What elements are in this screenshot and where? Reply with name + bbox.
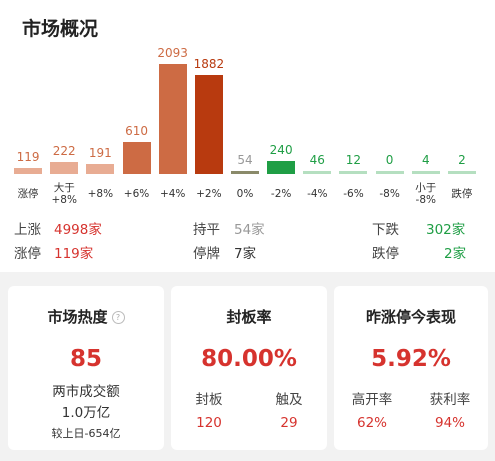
market-overview-panel: 市场概况 119 涨停 222 大于 +8% 191 +8% 610 +6% 2093 +4% 188… (0, 0, 495, 272)
bar-category-label: 0% (236, 188, 254, 200)
bar (194, 75, 223, 174)
bar (303, 171, 332, 174)
bar-column: 610 +6% (118, 38, 154, 210)
bar-category-label: +8% (87, 188, 114, 200)
sealed-label: 封板 (195, 392, 223, 408)
sealed-count: 120 (196, 415, 222, 431)
bar (375, 171, 404, 174)
bar-value-label: 610 (125, 123, 148, 138)
bar-value-label: 222 (52, 144, 76, 159)
high-open-label: 高开率 (351, 392, 393, 408)
bar-category-label: -4% (307, 188, 328, 200)
bar (447, 171, 476, 174)
help-icon[interactable]: ? (111, 311, 125, 324)
bar-category-label: 跌停 (451, 188, 473, 200)
bar-column: 222 大于 +8% (46, 38, 82, 210)
turnover-label: 两市成交额 (52, 384, 120, 400)
profit-rate: 94% (434, 415, 465, 431)
up-count: 4998家 (54, 222, 102, 238)
section-title: 市场概况 (22, 18, 99, 40)
bar-category-label: +6% (123, 188, 150, 200)
bar-column: 2093 +4% (155, 38, 191, 210)
bar-column: 191 +8% (82, 38, 118, 210)
distribution-bar-chart: 119 涨停 222 大于 +8% 191 +8% 610 +6% 2093 +4% 1882 +2% 5… (10, 38, 480, 210)
bar-category-label: -6% (343, 188, 364, 200)
bar-category-label: +2% (196, 188, 222, 200)
yesterday-title: 昨涨停今表现 (365, 308, 456, 326)
seal-rate-value: 80.00% (201, 346, 297, 372)
bar-value-label: 1882 (193, 57, 225, 72)
bar (86, 163, 115, 174)
bar-column: 12 -6% (335, 38, 371, 210)
touched-label: 触及 (275, 392, 303, 408)
turnover-change: 较上日-654亿 (51, 427, 121, 440)
seal-rate-title: 封板率 (226, 308, 272, 326)
bar-value-label: 191 (88, 145, 112, 160)
bar-column: 46 -4% (299, 38, 335, 210)
bar-category-label: 小于 -8% (415, 182, 437, 206)
suspended-label: 停牌 (193, 246, 220, 262)
bar (411, 171, 440, 174)
profit-label: 获利率 (429, 392, 471, 408)
bar-column: 119 涨停 (10, 38, 46, 210)
seal-rate-card[interactable]: 封板率 80.00% 封板 触及 120 29 (171, 286, 327, 450)
flat-count: 54家 (234, 222, 265, 238)
limit-down-label: 跌停 (372, 246, 399, 262)
bar (230, 171, 259, 174)
bar-column: 240 -2% (263, 38, 299, 210)
bar-column: 4 小于 -8% (408, 38, 444, 210)
high-open-rate: 62% (356, 415, 387, 431)
bar-category-label: -8% (379, 188, 400, 200)
bar (158, 64, 187, 174)
bar-value-label: 2 (458, 153, 466, 167)
down-label: 下跌 (372, 222, 399, 238)
yesterday-value: 5.92% (371, 346, 451, 372)
bar-category-label: +4% (159, 188, 186, 200)
market-heat-value: 85 (69, 346, 102, 372)
market-heat-card[interactable]: 市场热度? 85 两市成交额 1.0万亿 较上日-654亿 (8, 286, 164, 450)
bar (122, 141, 151, 174)
stats-row-2: 涨停 119家 停牌 7家 跌停 2家 (0, 242, 495, 262)
bar-value-label: 46 (309, 153, 325, 167)
bar-column: 2 跌停 (444, 38, 480, 210)
bar-value-label: 54 (237, 153, 253, 167)
bar-value-label: 240 (269, 143, 293, 158)
limit-up-label: 涨停 (14, 246, 41, 262)
bar-value-label: 4 (421, 153, 430, 167)
flat-label: 持平 (193, 222, 220, 238)
bar-value-label: 119 (16, 149, 40, 164)
limit-up-count: 119家 (54, 246, 94, 262)
bar-value-label: 0 (385, 153, 394, 167)
down-count: 302家 (426, 222, 466, 238)
bar-column: 54 0% (227, 38, 263, 210)
bar-value-label: 12 (345, 153, 362, 167)
bar-category-label: -2% (270, 188, 292, 200)
bar-column: 0 -8% (372, 38, 408, 210)
stats-row-1: 上涨 4998家 持平 54家 下跌 302家 (0, 218, 495, 238)
bar (50, 162, 79, 174)
bar (14, 167, 43, 174)
suspended-count: 7家 (234, 246, 257, 262)
bar-category-label: 涨停 (17, 188, 39, 200)
bar-column: 1882 +2% (191, 38, 227, 210)
up-label: 上涨 (14, 222, 41, 238)
touched-count: 29 (280, 415, 298, 431)
limit-down-count: 2家 (444, 246, 467, 262)
market-heat-title: 市场热度? (8, 306, 164, 327)
yesterday-limit-up-card[interactable]: 昨涨停今表现 5.92% 高开率 获利率 62% 94% (334, 286, 488, 450)
bar (339, 171, 368, 174)
bar-value-label: 2093 (157, 46, 188, 60)
turnover-value: 1.0万亿 (61, 405, 111, 421)
market-heat-title-text: 市场热度 (47, 308, 108, 326)
bar-category-label: 大于 +8% (51, 182, 77, 206)
bar (267, 161, 296, 174)
